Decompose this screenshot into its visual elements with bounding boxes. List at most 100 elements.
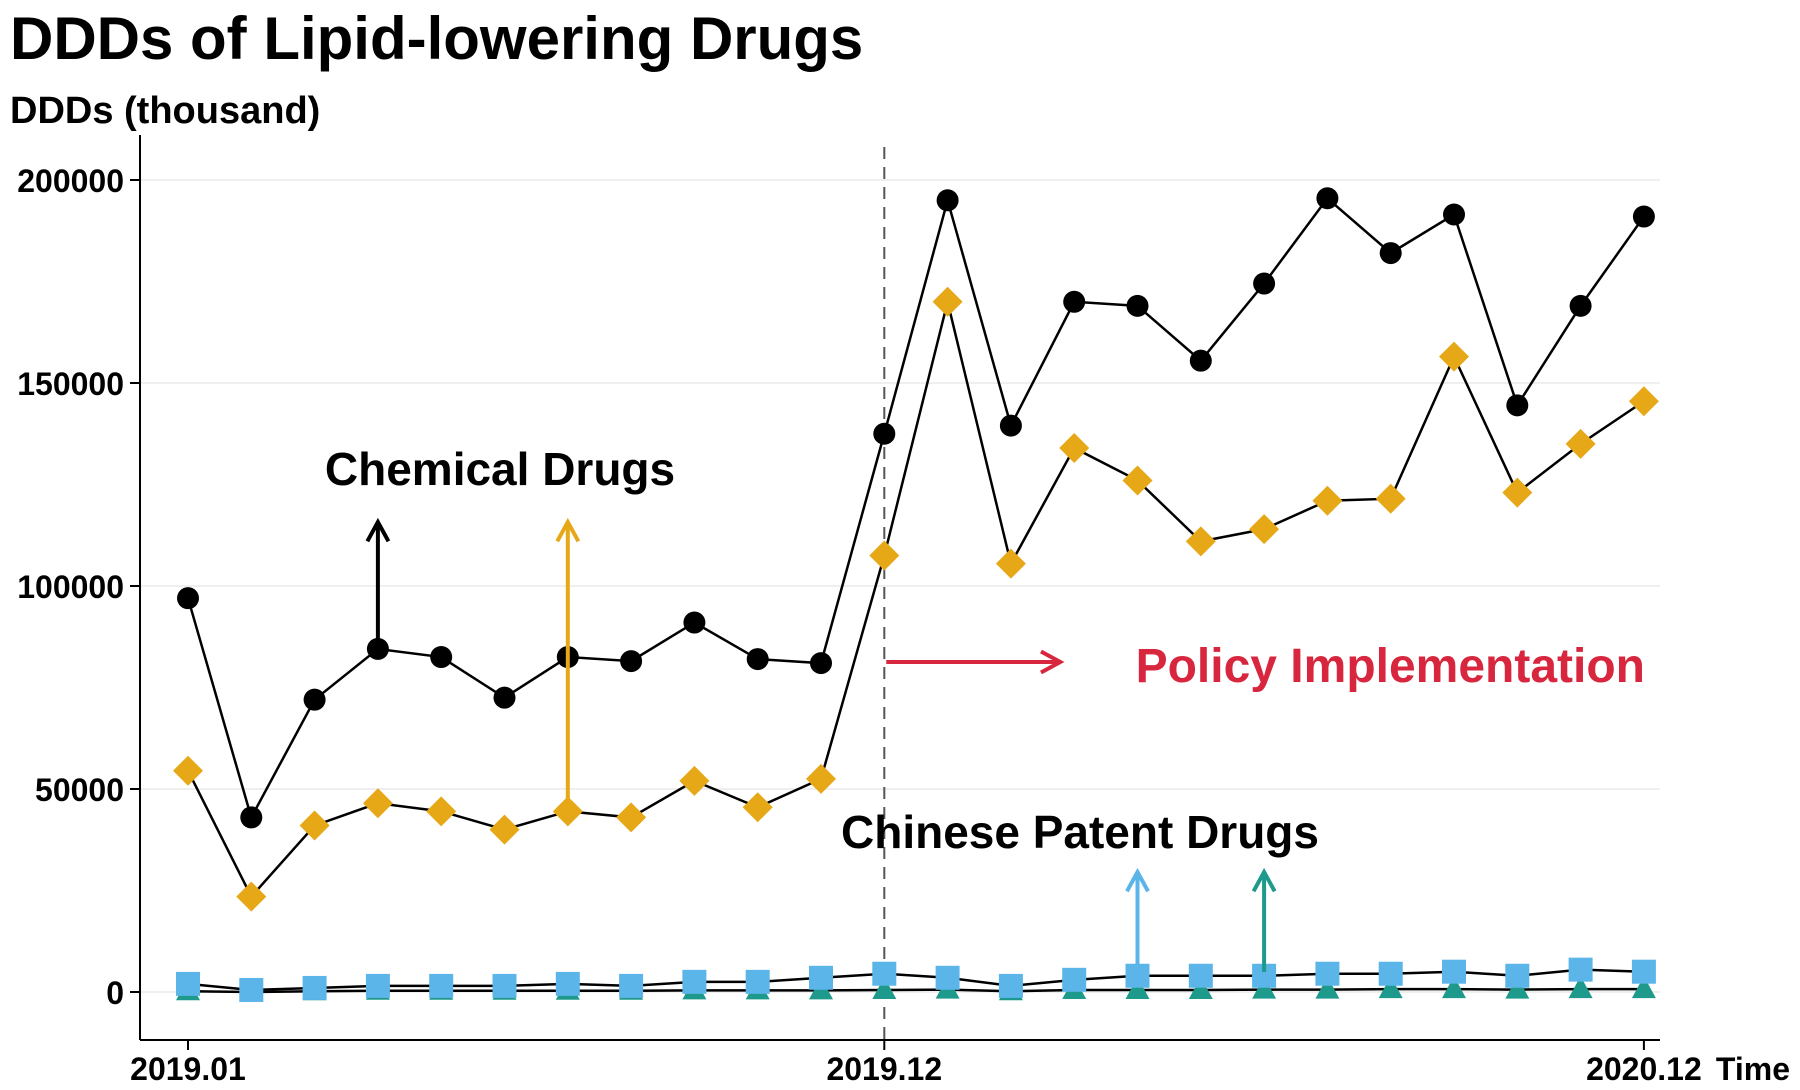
arrow-chinese-teal-head	[1251, 867, 1277, 893]
series-1-point-23	[1628, 386, 1659, 417]
series-0-point-14	[1063, 290, 1086, 313]
series-0-point-2	[303, 688, 326, 711]
series-0-point-17	[1253, 272, 1276, 295]
series-0-point-9	[746, 648, 769, 671]
series-1-point-22	[1565, 428, 1596, 459]
x-tick-label-1: 2019.12	[826, 1051, 942, 1087]
series-3-point-11	[872, 976, 897, 999]
series-2-point-4	[429, 973, 454, 998]
series-1-point-10	[806, 763, 836, 794]
series-0-point-7	[620, 650, 643, 673]
series-3-point-19	[1378, 976, 1403, 999]
chart-title: DDDs of Lipid-lowering Drugs	[10, 5, 864, 72]
y-tick-label-0: 0	[106, 975, 124, 1011]
series-0-line	[186, 195, 1645, 821]
series-2-point-3	[365, 973, 390, 998]
series-2-point-21	[1505, 963, 1530, 988]
series-1-point-20	[1439, 341, 1469, 372]
series-2-point-12	[935, 965, 960, 990]
series-2-point-10	[809, 965, 833, 990]
series-2-point-19	[1378, 961, 1403, 986]
series-2-point-11	[872, 961, 897, 986]
series-0-point-0	[177, 587, 199, 610]
y-tick-label-3: 150000	[17, 366, 124, 402]
series-0-point-19	[1379, 242, 1402, 265]
series-1-point-18	[1312, 485, 1343, 516]
annotation-chemical-drugs: Chemical Drugs	[325, 443, 675, 495]
series-1-point-12	[932, 286, 963, 317]
series-1-point-3	[362, 788, 393, 819]
series-1-point-2	[299, 810, 330, 841]
series-0-point-21	[1506, 394, 1529, 417]
series-0-point-13	[999, 414, 1022, 437]
series-0-point-22	[1569, 294, 1592, 317]
series-2-point-5	[492, 973, 517, 998]
series-0-point-10	[810, 652, 832, 675]
y-tick-label-4: 200000	[17, 163, 124, 199]
series-3-point-18	[1315, 976, 1340, 999]
series-2-point-22	[1568, 957, 1593, 982]
series-3-point-22	[1568, 976, 1593, 999]
x-tick-label-2: 2020.12	[1586, 1051, 1702, 1087]
series-1-point-16	[1185, 526, 1216, 557]
annotation-policy-implementation: Policy Implementation	[1136, 640, 1645, 693]
series-0-point-11	[873, 422, 896, 445]
series-0-point-15	[1126, 294, 1149, 317]
series-1-point-14	[1059, 432, 1090, 463]
series-0-point-1	[240, 806, 263, 829]
series-1-point-8	[679, 765, 710, 796]
series-0-point-23	[1632, 205, 1655, 228]
series-1-point-4	[426, 796, 457, 827]
series-1-point-11	[869, 540, 900, 571]
y-tick-label-1: 50000	[35, 772, 124, 808]
series-1-point-5	[489, 814, 520, 845]
series-0-point-5	[493, 686, 516, 709]
series-2-point-0	[176, 971, 200, 996]
series-3-point-15	[1125, 976, 1150, 999]
x-axis-label: Time	[1716, 1051, 1790, 1087]
series-1-point-15	[1122, 465, 1153, 496]
series-0-point-16	[1189, 349, 1212, 372]
series-2-point-8	[682, 969, 707, 994]
series-2-point-1	[239, 977, 264, 1002]
y-tick-label-2: 100000	[17, 569, 124, 605]
series-1-point-13	[995, 548, 1026, 579]
series-2-point-16	[1188, 963, 1213, 988]
series-0-point-4	[430, 646, 453, 669]
series-0-point-3	[366, 637, 389, 660]
series-2-point-7	[619, 973, 644, 998]
series-1-point-6	[552, 796, 583, 827]
series-0-point-20	[1443, 203, 1465, 226]
series-1-point-21	[1502, 477, 1533, 508]
series-0-point-8	[683, 611, 706, 634]
series-2-line	[187, 968, 1644, 992]
series-1-point-9	[742, 792, 773, 823]
series-3-point-20	[1442, 976, 1466, 999]
series-0-point-18	[1316, 187, 1339, 210]
series-1-point-19	[1375, 483, 1406, 514]
series-2-point-2	[302, 975, 327, 1000]
y-axis-label: DDDs (thousand)	[10, 90, 321, 132]
series-2-point-13	[998, 973, 1023, 998]
series-1-point-17	[1249, 514, 1280, 545]
arrow-policy-head	[1040, 649, 1065, 675]
arrow-chemical-black-head	[365, 517, 391, 543]
series-2-point-20	[1442, 959, 1466, 984]
series-1-point-1	[236, 881, 267, 912]
series-2-point-6	[555, 971, 580, 996]
series-2-point-18	[1315, 961, 1340, 986]
series-1-point-7	[616, 802, 647, 833]
series-2-point-14	[1062, 967, 1087, 992]
series-2-point-23	[1631, 959, 1656, 984]
annotation-chinese-patent-drugs: Chinese Patent Drugs	[841, 806, 1319, 858]
series-1-point-0	[173, 755, 203, 786]
arrow-chinese-blue-head	[1125, 867, 1150, 893]
series-2-point-9	[745, 969, 770, 994]
x-tick-label-0: 2019.01	[130, 1051, 246, 1087]
series-3-point-23	[1631, 976, 1656, 999]
series-0-point-12	[936, 189, 959, 212]
series-3-point-16	[1188, 976, 1213, 999]
arrow-chemical-gold-head	[555, 517, 581, 543]
